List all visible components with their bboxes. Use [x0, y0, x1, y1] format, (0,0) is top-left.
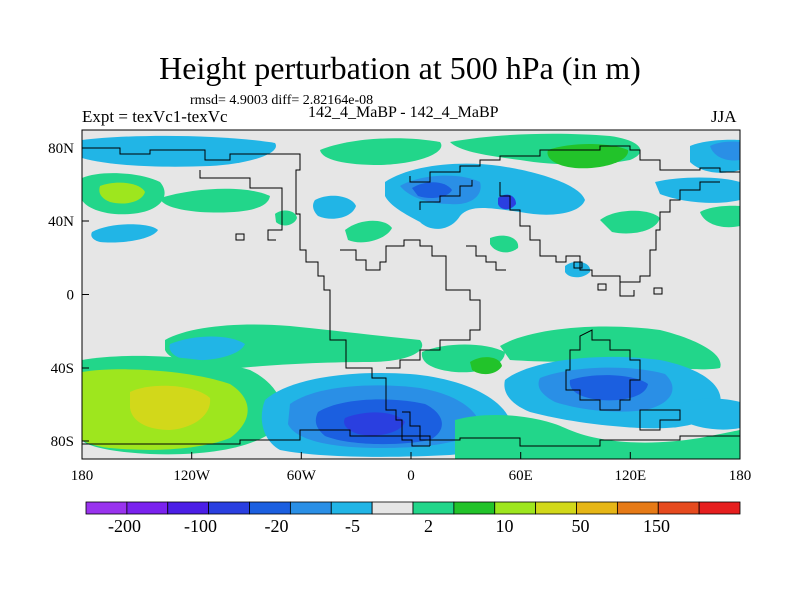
- x-tick-label: 60W: [287, 468, 317, 484]
- contour-sio-blue-3: [569, 375, 648, 401]
- colorbar-swatch: [371, 501, 414, 515]
- contour-sam-blue-4: [344, 412, 405, 436]
- coastline-island-2: [597, 283, 607, 291]
- colorbar-tick-label: 50: [572, 516, 590, 536]
- colorbar-swatch: [535, 501, 577, 515]
- contour-atl-blue: [313, 195, 356, 219]
- stats-label: rmsd= 4.9003 diff= 2.82164e-08: [190, 93, 374, 108]
- colorbar-swatch: [85, 501, 128, 515]
- colorbar-swatch: [453, 501, 496, 515]
- colorbar-swatch: [126, 501, 169, 515]
- coastline-australia: [565, 329, 641, 411]
- contour-arctic-blue-east-core: [710, 141, 740, 161]
- coastline-island-1: [235, 233, 245, 241]
- contour-nam-green: [160, 188, 270, 213]
- contour-spac-green: [165, 324, 423, 369]
- x-tick-label: 180: [71, 468, 94, 484]
- colorbar-swatch: [412, 501, 455, 515]
- contour-npac-yellow: [99, 182, 145, 204]
- contour-atl-green: [345, 220, 392, 243]
- coastline-arabia: [466, 245, 506, 271]
- contour-satl-green-core: [470, 357, 502, 375]
- contour-so-green: [455, 414, 740, 459]
- coastline-se-asia: [619, 282, 635, 297]
- colorbar-tick-label: -5: [345, 516, 360, 536]
- coastline-sam-tip: [402, 411, 431, 446]
- coastline-antarctic-peninsula: [385, 398, 430, 447]
- contour-arctic-green: [320, 138, 442, 165]
- x-tick-label: 120E: [614, 468, 646, 484]
- x-tick-label: 120W: [173, 468, 211, 484]
- axis-tick-marks: [81, 147, 741, 459]
- colorbar-tick-label: 150: [643, 516, 670, 536]
- contour-eurasia-blue-core2: [412, 182, 452, 198]
- colorbar-tick-label: 10: [496, 516, 514, 536]
- contour-spac-blue: [169, 336, 245, 361]
- x-tick-label: 60E: [509, 468, 533, 484]
- colorbar-swatch: [167, 501, 210, 515]
- y-tick-label: 0: [67, 288, 75, 304]
- coastlines: [82, 145, 740, 447]
- coastline-nam-interior: [199, 170, 283, 198]
- contour-arctic-blue: [82, 135, 276, 167]
- coastline-antarctica: [82, 429, 740, 447]
- coastline-nz: [639, 409, 681, 431]
- x-tick-label: 180: [729, 468, 752, 484]
- coastline-eurasia-north: [409, 145, 740, 183]
- y-tick-label: 80S: [51, 434, 74, 450]
- contour-asia-green: [600, 210, 660, 234]
- y-tick-label: 40N: [48, 214, 74, 230]
- colorbar-tick-label: -200: [108, 516, 141, 536]
- coastline-asia: [499, 181, 720, 283]
- colorbar-swatch: [657, 501, 700, 515]
- colorbar-tick-label: -20: [265, 516, 289, 536]
- experiment-label: Expt = texVc1-texVc: [82, 107, 228, 126]
- anomaly-contours: [82, 133, 740, 459]
- coastline-island-4: [573, 261, 583, 269]
- colorbar-swatch: [576, 501, 618, 515]
- contour-spac-yellow-core: [130, 385, 211, 430]
- colorbar-swatch: [208, 501, 250, 515]
- contour-asia-green-small: [490, 235, 519, 253]
- coastline-gulf: [267, 198, 283, 241]
- coastline-americas: [82, 147, 387, 398]
- colorbar: [85, 501, 741, 515]
- season-label: JJA: [711, 107, 737, 126]
- colorbar-swatch: [616, 501, 659, 515]
- plot-title: Height perturbation at 500 hPa (in m): [159, 50, 641, 86]
- contour-eurasia-blue-core3: [498, 194, 516, 210]
- colorbar-swatch: [494, 501, 537, 515]
- colorbar-labels: -200 -100 -20 -5 2 10 50 150: [108, 516, 670, 536]
- contour-nam-green-small: [275, 210, 297, 226]
- contour-so-blue-east: [680, 398, 740, 430]
- colorbar-swatch: [289, 501, 332, 515]
- contour-npac-blue: [91, 224, 158, 243]
- x-tick-label: 0: [407, 468, 415, 484]
- coastline-island-3: [653, 287, 663, 295]
- colorbar-tick-label: -100: [184, 516, 217, 536]
- y-tick-label: 40S: [51, 361, 74, 377]
- contour-npac-green-east: [700, 205, 740, 228]
- coastline-europe: [419, 180, 473, 210]
- colorbar-swatch: [698, 501, 741, 515]
- coastline-africa: [340, 239, 481, 369]
- contour-asia-blue-small: [565, 261, 591, 278]
- y-tick-label: 80N: [48, 141, 74, 157]
- colorbar-tick-label: 2: [424, 516, 433, 536]
- run-label: 142_4_MaBP - 142_4_MaBP: [308, 104, 499, 121]
- colorbar-swatch: [249, 501, 291, 515]
- colorbar-swatch: [330, 501, 373, 515]
